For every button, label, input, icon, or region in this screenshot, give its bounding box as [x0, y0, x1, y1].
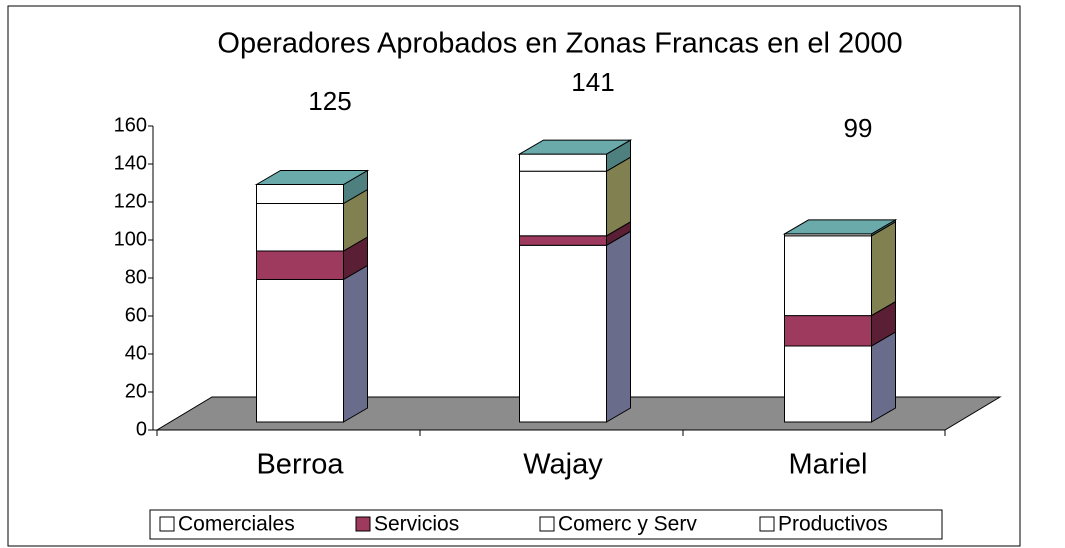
y-tick-label: 140	[114, 152, 147, 174]
y-tick-label: 60	[125, 304, 147, 326]
x-tick-label: Berroa	[256, 449, 344, 481]
bar	[256, 184, 344, 204]
y-tick-label: 120	[114, 190, 147, 212]
y-tick-label: 160	[114, 114, 147, 136]
bar	[784, 315, 872, 347]
total-label: 141	[571, 67, 614, 97]
chart-title: Operadores Aprobados en Zonas Francas en…	[217, 28, 902, 60]
bar	[256, 203, 344, 252]
bar	[784, 345, 872, 423]
bar-side	[871, 220, 896, 317]
bar	[519, 244, 607, 423]
legend-label: Servicios	[374, 513, 459, 536]
bar	[256, 279, 344, 423]
y-tick-label: 0	[136, 418, 147, 440]
total-label: 99	[844, 113, 873, 143]
bar	[256, 250, 344, 280]
bar-top	[517, 139, 633, 155]
x-tick-label: Wajay	[523, 449, 603, 481]
bar	[784, 235, 872, 317]
total-label: 125	[308, 86, 351, 116]
legend-label: Productivos	[778, 513, 888, 536]
bar-side	[871, 331, 896, 423]
legend-swatch	[355, 516, 371, 532]
bar-top	[254, 170, 370, 185]
legend-swatch	[159, 516, 175, 532]
y-tick-label: 80	[125, 266, 147, 288]
bar	[519, 153, 607, 172]
y-tick-label: 20	[125, 380, 147, 402]
y-tick-label: 100	[114, 228, 147, 250]
x-tick-label: Mariel	[789, 449, 868, 481]
bar-side	[606, 230, 631, 423]
y-tick-label: 40	[125, 342, 147, 364]
legend-swatch	[539, 516, 555, 532]
bar	[519, 235, 607, 246]
bar-side	[343, 264, 368, 423]
legend-label: Comerciales	[178, 513, 295, 536]
legend-swatch	[759, 516, 775, 532]
bar	[519, 170, 607, 237]
legend-label: Comerc y Serv	[558, 513, 697, 536]
bar-top	[782, 219, 898, 235]
